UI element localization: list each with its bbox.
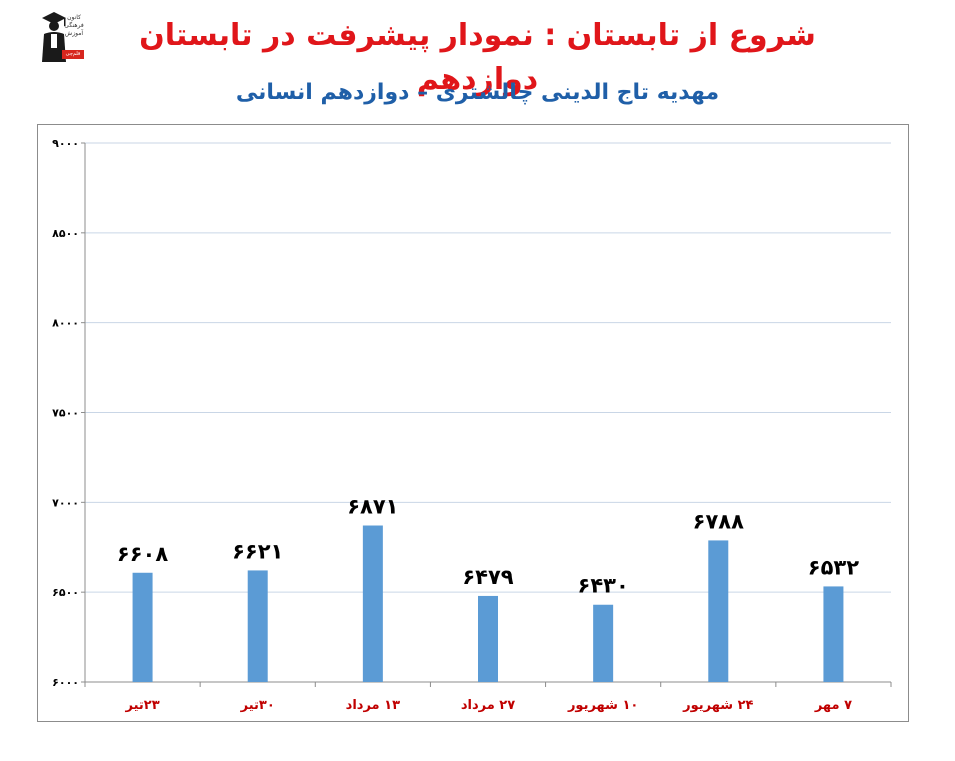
bar	[362, 525, 383, 682]
bar	[708, 540, 729, 682]
graduate-icon	[38, 4, 84, 64]
y-tick-label: ۸۵۰۰	[52, 227, 79, 240]
bar	[593, 604, 614, 682]
y-tick-label: ۹۰۰۰	[52, 137, 79, 150]
x-tick-label: ۱۰ شهریور	[567, 698, 638, 713]
bar	[132, 572, 153, 682]
y-tick-labels: ۶۰۰۰ ۶۵۰۰ ۷۰۰۰ ۷۵۰۰ ۸۰۰۰ ۸۵۰۰ ۹۰۰۰	[52, 137, 79, 689]
data-label: ۶۴۳۰	[578, 574, 629, 598]
data-labels: ۶۶۰۸ ۶۶۲۱ ۶۸۷۱ ۶۴۷۹ ۶۴۳۰ ۶۷۸۸ ۶۵۳۲	[117, 495, 859, 598]
x-tick-label: ۲۴ شهریور	[682, 698, 753, 713]
y-tick-label: ۶۵۰۰	[52, 586, 79, 599]
data-label: ۶۶۰۸	[117, 542, 168, 566]
data-label: ۶۷۸۸	[693, 509, 744, 533]
y-tick-label: ۷۵۰۰	[52, 407, 79, 420]
page-title: شروع از تابستان : نمودار پیشرفت در تابست…	[139, 18, 816, 97]
data-label: ۶۵۳۲	[808, 555, 859, 579]
page-subtitle: مهدیه تاج الدینی چالشتری – دوازدهم انسان…	[235, 80, 720, 105]
y-tick-label: ۷۰۰۰	[52, 496, 79, 509]
data-label: ۶۴۷۹	[462, 565, 513, 589]
logo-badge: قلم‌چی	[62, 50, 84, 59]
bar	[247, 570, 268, 682]
chart-frame: ۶۶۰۸ ۶۶۲۱ ۶۸۷۱ ۶۴۷۹ ۶۴۳۰ ۶۷۸۸ ۶۵۳۲ ۶۰۰۰ ۶۵۰۰ ۷۰۰…	[37, 124, 909, 722]
x-tick-label: ۷ مهر	[814, 698, 852, 713]
y-tick-label: ۶۰۰۰	[52, 676, 79, 689]
bars	[132, 525, 844, 682]
x-tick-label: ۳۰تیر	[240, 698, 275, 713]
bar	[478, 595, 498, 682]
bar-chart: ۶۶۰۸ ۶۶۲۱ ۶۸۷۱ ۶۴۷۹ ۶۴۳۰ ۶۷۸۸ ۶۵۳۲ ۶۰۰۰ ۶۵۰۰ ۷۰۰…	[52, 137, 892, 713]
data-label: ۶۶۲۱	[232, 539, 283, 563]
grid-lines	[85, 142, 891, 593]
logo-text: کانون فرهنگی آموزش	[64, 14, 84, 37]
data-label: ۶۸۷۱	[347, 495, 398, 519]
x-tick-label: ۲۳تیر	[124, 698, 159, 713]
x-tick-label: ۲۷ مرداد	[461, 698, 515, 713]
x-tick-label: ۱۳ مرداد	[346, 698, 400, 713]
bar	[823, 586, 844, 682]
x-tick-labels: ۲۳تیر ۳۰تیر ۱۳ مرداد ۲۷ مرداد ۱۰ شهریور ۲۴ شه…	[124, 698, 852, 713]
y-tick-label: ۸۰۰۰	[52, 317, 79, 330]
